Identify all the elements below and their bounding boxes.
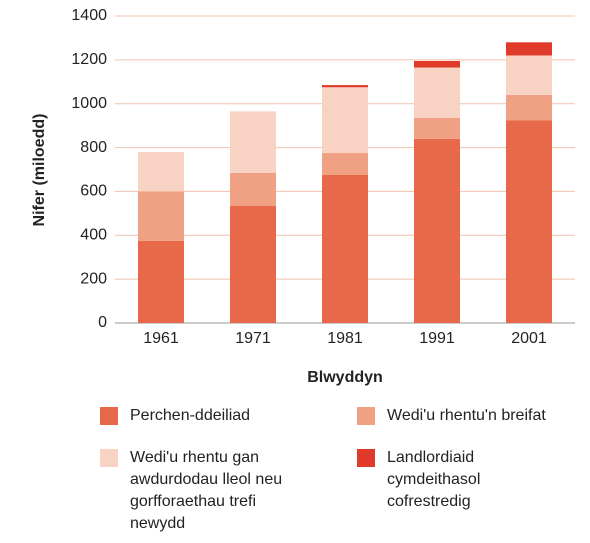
bar-segment [138, 240, 184, 323]
y-tick-label: 1200 [71, 51, 107, 68]
bar-segment [506, 120, 552, 324]
bar-segment [230, 111, 276, 173]
x-tick-label: 1991 [419, 330, 455, 347]
x-tick-label: 1961 [143, 330, 179, 347]
x-tick-label: 1971 [235, 330, 271, 347]
bar-segment [414, 60, 460, 68]
x-axis-label: Blwyddyn [307, 369, 383, 386]
bar-segment [138, 191, 184, 241]
y-tick-label: 800 [80, 139, 107, 156]
legend-label: Landlordiaid cymdeithasol cofrestredig [387, 449, 481, 510]
bar-segment [506, 55, 552, 95]
y-tick-label: 0 [98, 314, 107, 331]
legend-swatch [357, 449, 375, 467]
bar-segment [322, 153, 368, 175]
legend-label: Wedi'u rhentu'n breifat [387, 407, 546, 424]
legend-swatch [100, 407, 118, 425]
bar-segment [506, 94, 552, 121]
y-tick-label: 1400 [71, 7, 107, 24]
x-tick-label: 1981 [327, 330, 363, 347]
bar-segment [230, 205, 276, 323]
x-tick-label: 2001 [511, 330, 547, 347]
y-tick-label: 200 [80, 270, 107, 287]
bar-segment [230, 172, 276, 206]
bar-segment [414, 67, 460, 118]
bar-segment [414, 117, 460, 139]
bar-segment [322, 85, 368, 88]
bar-segment [138, 151, 184, 192]
y-tick-label: 600 [80, 183, 107, 200]
chart: Nifer (miloedd) Blwyddyn 0 200 400 600 800 10… [31, 7, 575, 386]
legend-label: Perchen-ddeiliad [130, 407, 251, 424]
legend-swatch [357, 407, 375, 425]
legend-label: Wedi'u rhentu gan awdurdodau lleol neu g… [130, 449, 283, 532]
y-tick-label: 1000 [71, 95, 107, 112]
bar-segment [322, 87, 368, 154]
legend-swatch [100, 449, 118, 467]
y-tick-label: 400 [80, 227, 107, 244]
bar-segment [322, 174, 368, 323]
bar-segment [414, 138, 460, 323]
bar-segment [506, 42, 552, 56]
y-axis-label: Nifer (miloedd) [31, 114, 48, 227]
